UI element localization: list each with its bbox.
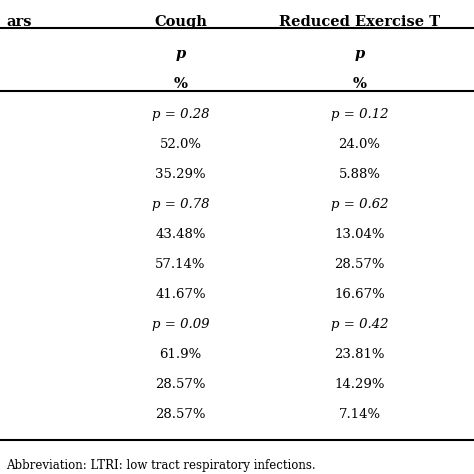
- Text: p = 0.28: p = 0.28: [152, 108, 209, 121]
- Text: 24.0%: 24.0%: [338, 138, 381, 151]
- Text: p: p: [175, 47, 186, 61]
- Text: 28.57%: 28.57%: [334, 258, 385, 271]
- Text: p = 0.12: p = 0.12: [331, 108, 388, 121]
- Text: p: p: [355, 47, 365, 61]
- Text: ars: ars: [6, 15, 32, 29]
- Text: 41.67%: 41.67%: [155, 288, 206, 301]
- Text: 28.57%: 28.57%: [155, 408, 206, 421]
- Text: 23.81%: 23.81%: [334, 348, 385, 361]
- Text: 35.29%: 35.29%: [155, 168, 206, 181]
- Text: Cough: Cough: [154, 15, 207, 29]
- Text: Abbreviation: LTRI: low tract respiratory infections.: Abbreviation: LTRI: low tract respirator…: [6, 459, 316, 472]
- Text: 14.29%: 14.29%: [334, 378, 385, 391]
- Text: 28.57%: 28.57%: [155, 378, 206, 391]
- Text: p = 0.62: p = 0.62: [331, 198, 388, 211]
- Text: 5.88%: 5.88%: [338, 168, 381, 181]
- Text: p = 0.78: p = 0.78: [152, 198, 209, 211]
- Text: 52.0%: 52.0%: [159, 138, 201, 151]
- Text: 43.48%: 43.48%: [155, 228, 206, 241]
- Text: 16.67%: 16.67%: [334, 288, 385, 301]
- Text: p = 0.42: p = 0.42: [331, 318, 388, 331]
- Text: %: %: [173, 77, 187, 91]
- Text: %: %: [353, 77, 366, 91]
- Text: 7.14%: 7.14%: [338, 408, 381, 421]
- Text: 57.14%: 57.14%: [155, 258, 206, 271]
- Text: 61.9%: 61.9%: [159, 348, 201, 361]
- Text: 13.04%: 13.04%: [334, 228, 385, 241]
- Text: Reduced Exercise T: Reduced Exercise T: [279, 15, 440, 29]
- Text: p = 0.09: p = 0.09: [152, 318, 209, 331]
